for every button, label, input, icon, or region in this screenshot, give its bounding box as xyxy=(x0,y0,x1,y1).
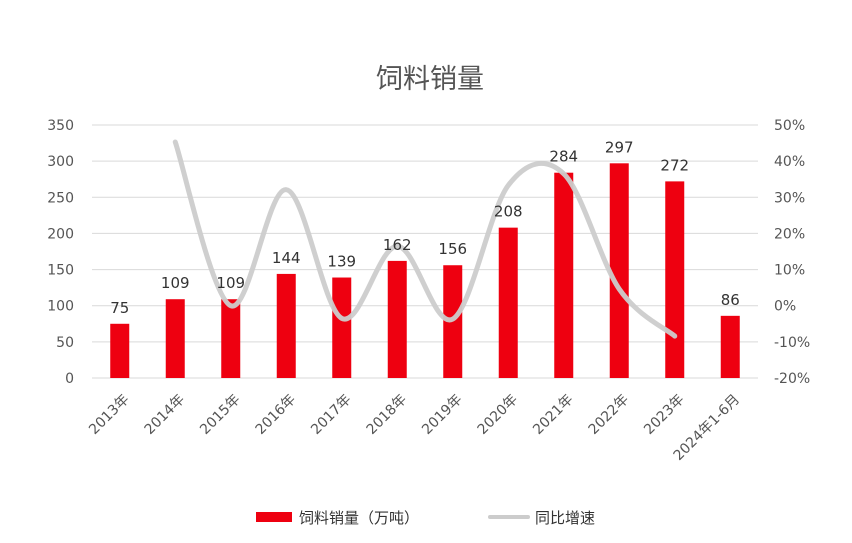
growth-rate-line xyxy=(172,139,678,339)
data-labels: 75 109 109 144 139 162 156 208 284 297 272 86 xyxy=(110,138,740,316)
y-left-tick-label: 50 xyxy=(56,335,74,351)
bar xyxy=(665,181,685,378)
y-right-tick-label: 30% xyxy=(774,190,805,206)
y-left-tick-label: 250 xyxy=(47,190,74,206)
bar-value-label: 162 xyxy=(383,236,412,254)
bar-value-label: 109 xyxy=(161,274,190,292)
y-right-tick-label: -20% xyxy=(774,371,810,387)
y-right-tick-label: 10% xyxy=(774,263,805,279)
y-left-tick-label: 0 xyxy=(65,371,74,387)
x-tick-label: 2023年 xyxy=(641,392,687,438)
y-left-tick-label: 200 xyxy=(47,226,74,242)
x-tick-label: 2013年 xyxy=(86,392,132,438)
bar xyxy=(720,315,740,378)
y-right-tick-label: 50% xyxy=(774,118,805,134)
bar-value-label: 75 xyxy=(110,299,129,317)
bar xyxy=(221,299,241,378)
bar-value-label: 272 xyxy=(660,156,689,174)
x-tick-label: 2022年 xyxy=(586,392,632,438)
legend-swatch-bar xyxy=(256,512,292,522)
bar-value-label: 86 xyxy=(721,291,740,309)
y-right-tick-label: 20% xyxy=(774,226,805,242)
bar xyxy=(498,227,518,378)
y-left-tick-label: 100 xyxy=(47,299,74,315)
x-tick-label: 2021年 xyxy=(530,392,576,438)
bar xyxy=(554,172,574,378)
bar-value-label: 156 xyxy=(438,240,467,258)
y-right-tick-label: 0% xyxy=(774,299,796,315)
x-tick-label: 2015年 xyxy=(197,392,243,438)
legend-label-bar: 饲料销量（万吨） xyxy=(299,509,419,527)
x-tick-label: 2018年 xyxy=(364,392,410,438)
y-right-tick-label: -10% xyxy=(774,335,810,351)
x-tick-label: 2017年 xyxy=(308,392,354,438)
bar xyxy=(332,277,352,378)
bar-value-label: 144 xyxy=(272,249,301,267)
x-tick-label: 2020年 xyxy=(475,392,521,438)
gridlines xyxy=(92,124,758,379)
bar-series xyxy=(110,163,740,378)
bar xyxy=(110,323,130,378)
bar xyxy=(165,299,185,378)
line-series xyxy=(172,139,678,339)
bar-value-label: 139 xyxy=(327,253,356,271)
y-left-tick-label: 350 xyxy=(47,118,74,134)
bar-value-label: 284 xyxy=(549,148,578,166)
x-tick-label: 2019年 xyxy=(419,392,465,438)
bar xyxy=(276,273,296,378)
y-left-tick-label: 150 xyxy=(47,263,74,279)
bar-value-label: 109 xyxy=(216,274,245,292)
bar-value-label: 297 xyxy=(605,138,634,156)
legend-label-line: 同比增速 xyxy=(535,509,595,527)
chart-title: 饲料销量 xyxy=(376,64,484,95)
y-left-tick-label: 300 xyxy=(47,154,74,170)
bar xyxy=(609,163,629,378)
bar xyxy=(387,260,407,378)
bar-value-label: 208 xyxy=(494,203,523,221)
legend: 饲料销量（万吨） 同比增速 xyxy=(256,509,595,527)
x-tick-label: 2016年 xyxy=(253,392,299,438)
x-tick-label: 2014年 xyxy=(142,392,188,438)
y-right-tick-label: 40% xyxy=(774,154,805,170)
